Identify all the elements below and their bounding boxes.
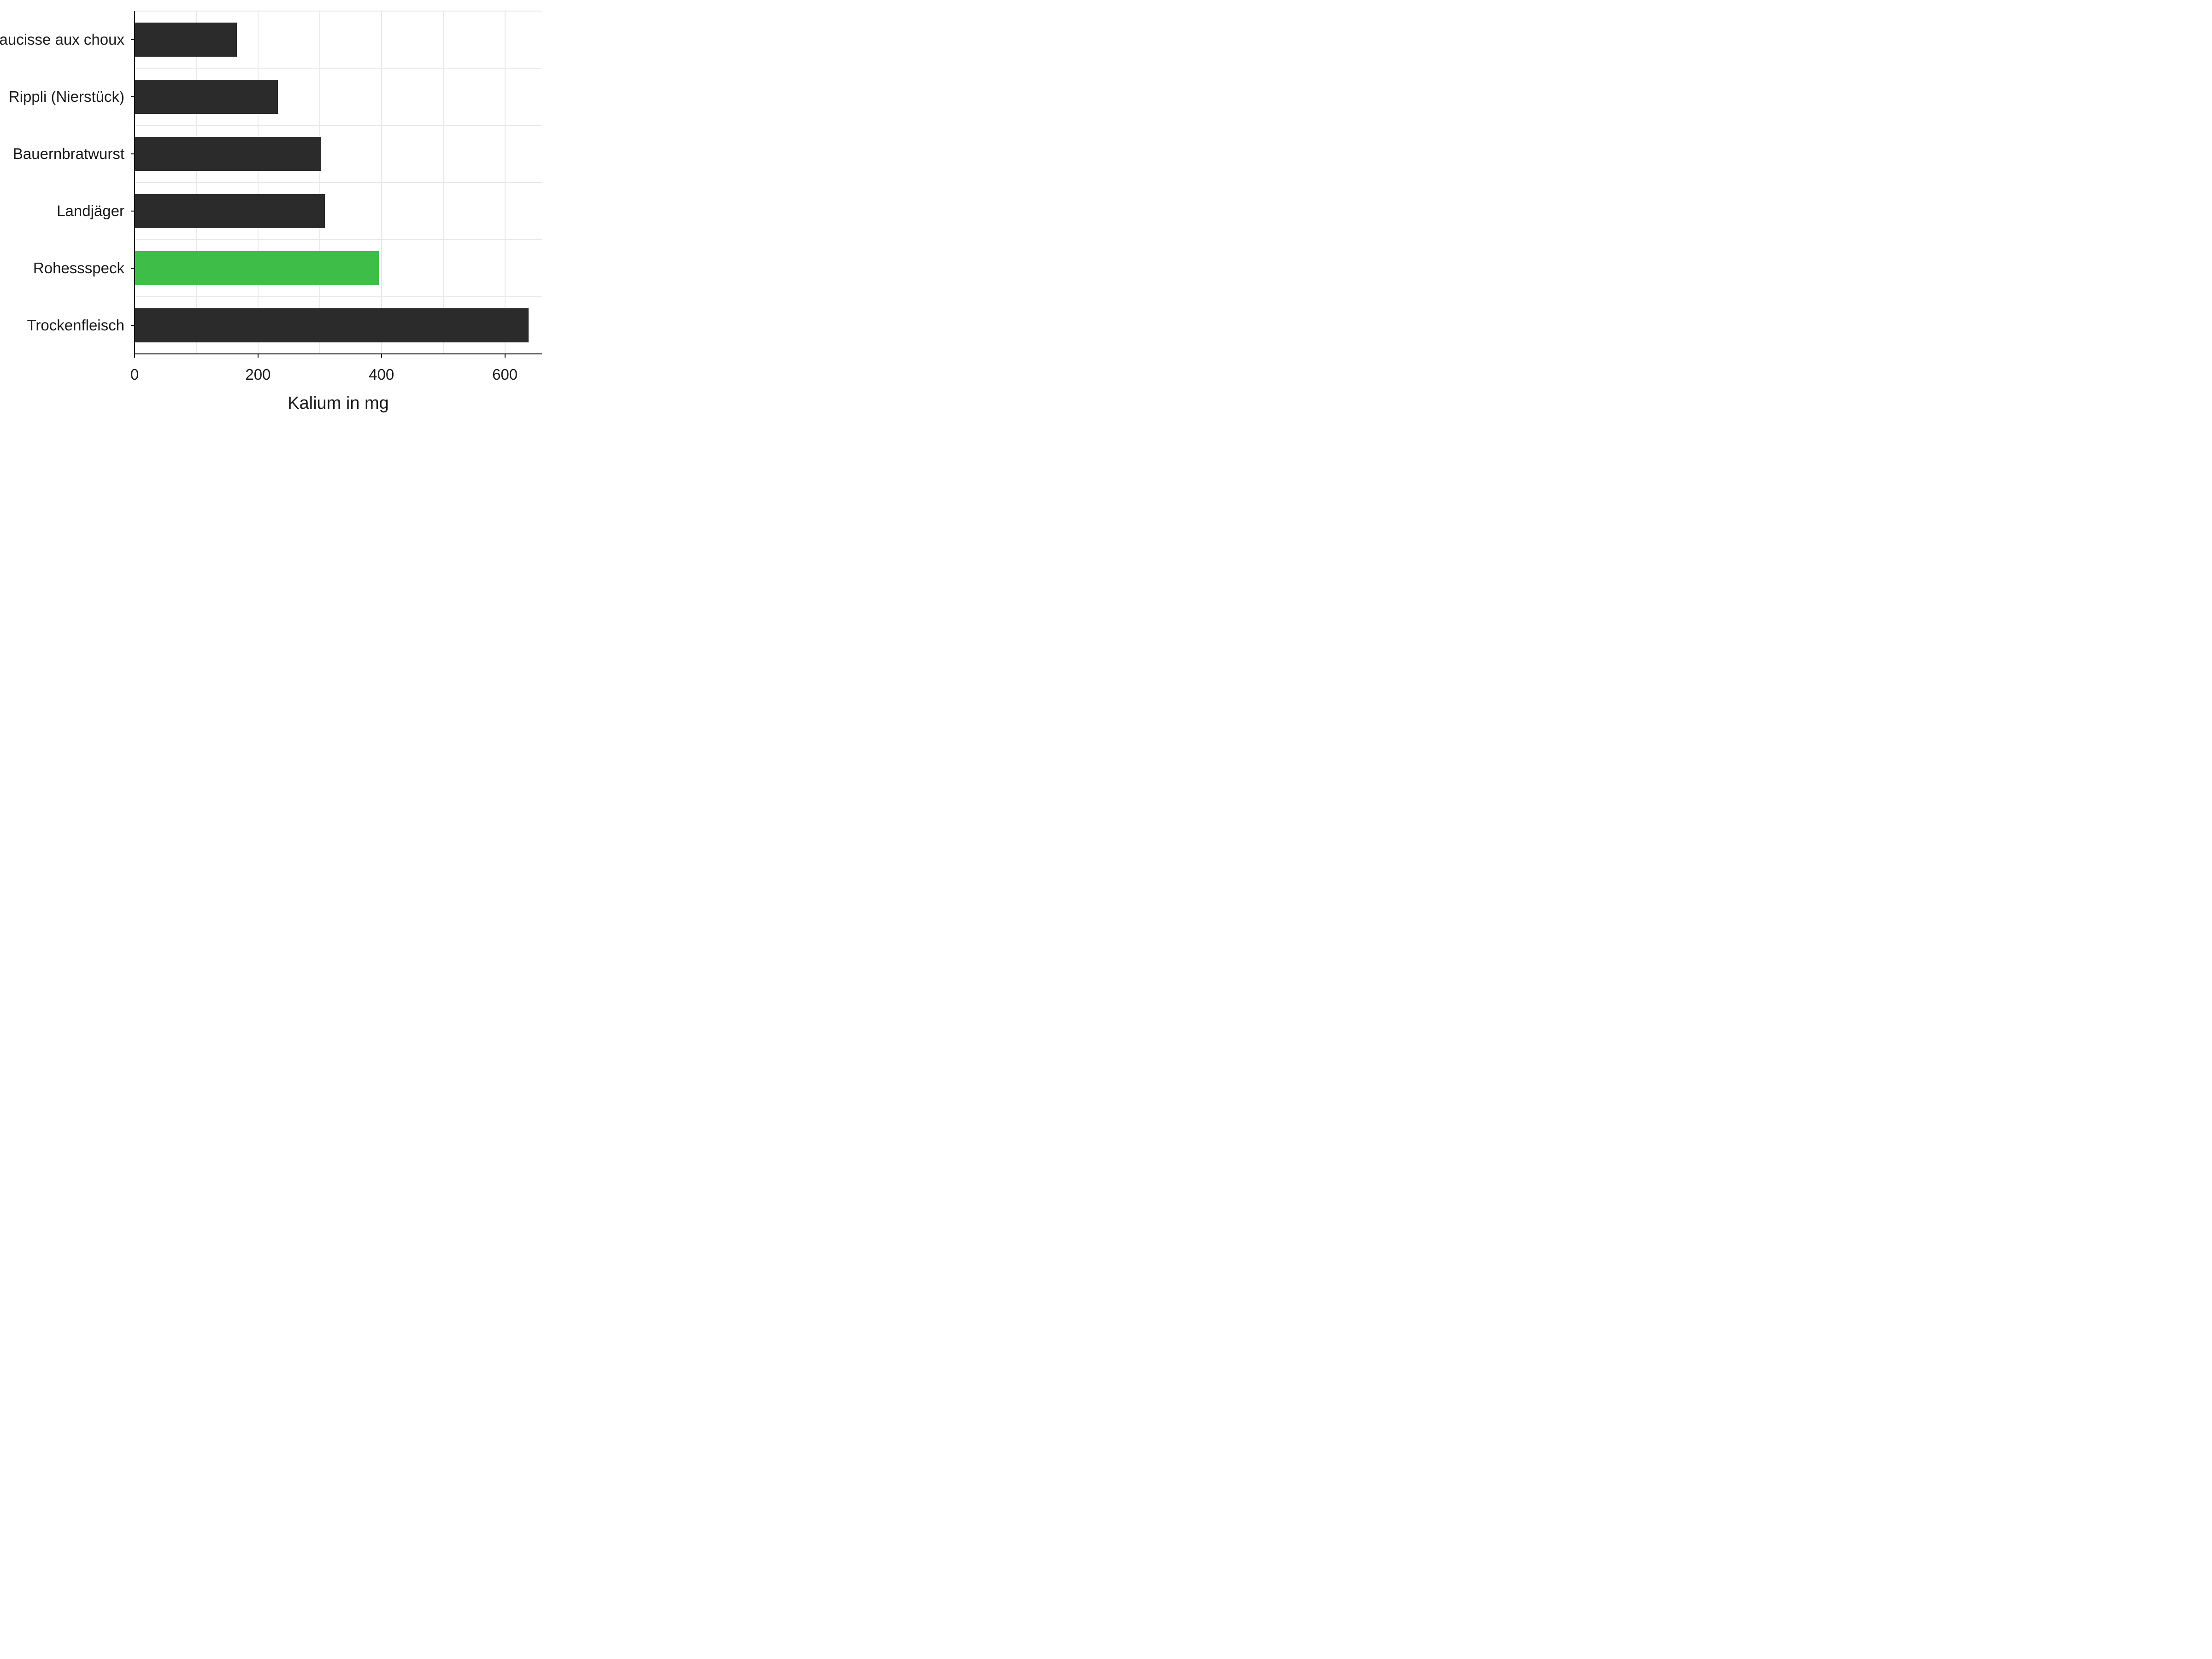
x-tick <box>258 354 259 358</box>
grid-horizontal <box>135 296 542 297</box>
y-tick <box>131 325 135 326</box>
y-axis-label: Bauernbratwurst <box>13 145 124 163</box>
x-tick <box>134 354 135 358</box>
bar <box>135 251 379 285</box>
y-axis-label: Rohessspeck <box>33 259 124 277</box>
plot-area <box>135 11 542 354</box>
grid-horizontal <box>135 11 542 12</box>
bar <box>135 308 529 342</box>
x-axis-tick-label: 0 <box>130 366 139 383</box>
x-axis-tick-label: 200 <box>245 366 271 383</box>
grid-horizontal <box>135 125 542 126</box>
bar <box>135 23 237 57</box>
grid-horizontal <box>135 182 542 183</box>
bar <box>135 80 278 114</box>
bar <box>135 194 325 228</box>
x-tick <box>505 354 506 358</box>
y-axis-label: Trockenfleisch <box>27 317 124 334</box>
x-tick <box>381 354 382 358</box>
y-tick <box>131 268 135 269</box>
y-tick <box>131 96 135 97</box>
x-axis-tick-label: 400 <box>369 366 394 383</box>
y-tick <box>131 39 135 40</box>
y-tick <box>131 153 135 154</box>
chart-container: Saucisse aux choux Rippli (Nierstück) Baue… <box>0 0 553 415</box>
y-tick <box>131 211 135 212</box>
grid-horizontal <box>135 68 542 69</box>
x-axis-line <box>135 353 542 354</box>
y-axis-line <box>134 11 135 354</box>
grid-horizontal <box>135 239 542 240</box>
y-axis-label: Landjäger <box>57 202 124 220</box>
x-axis-title: Kalium in mg <box>288 394 389 413</box>
bar <box>135 137 321 171</box>
y-axis-label: Rippli (Nierstück) <box>9 88 124 106</box>
x-axis-tick-label: 600 <box>492 366 518 383</box>
y-axis-label: Saucisse aux choux <box>0 31 124 48</box>
y-axis-labels: Saucisse aux choux Rippli (Nierstück) Baue… <box>0 11 124 354</box>
